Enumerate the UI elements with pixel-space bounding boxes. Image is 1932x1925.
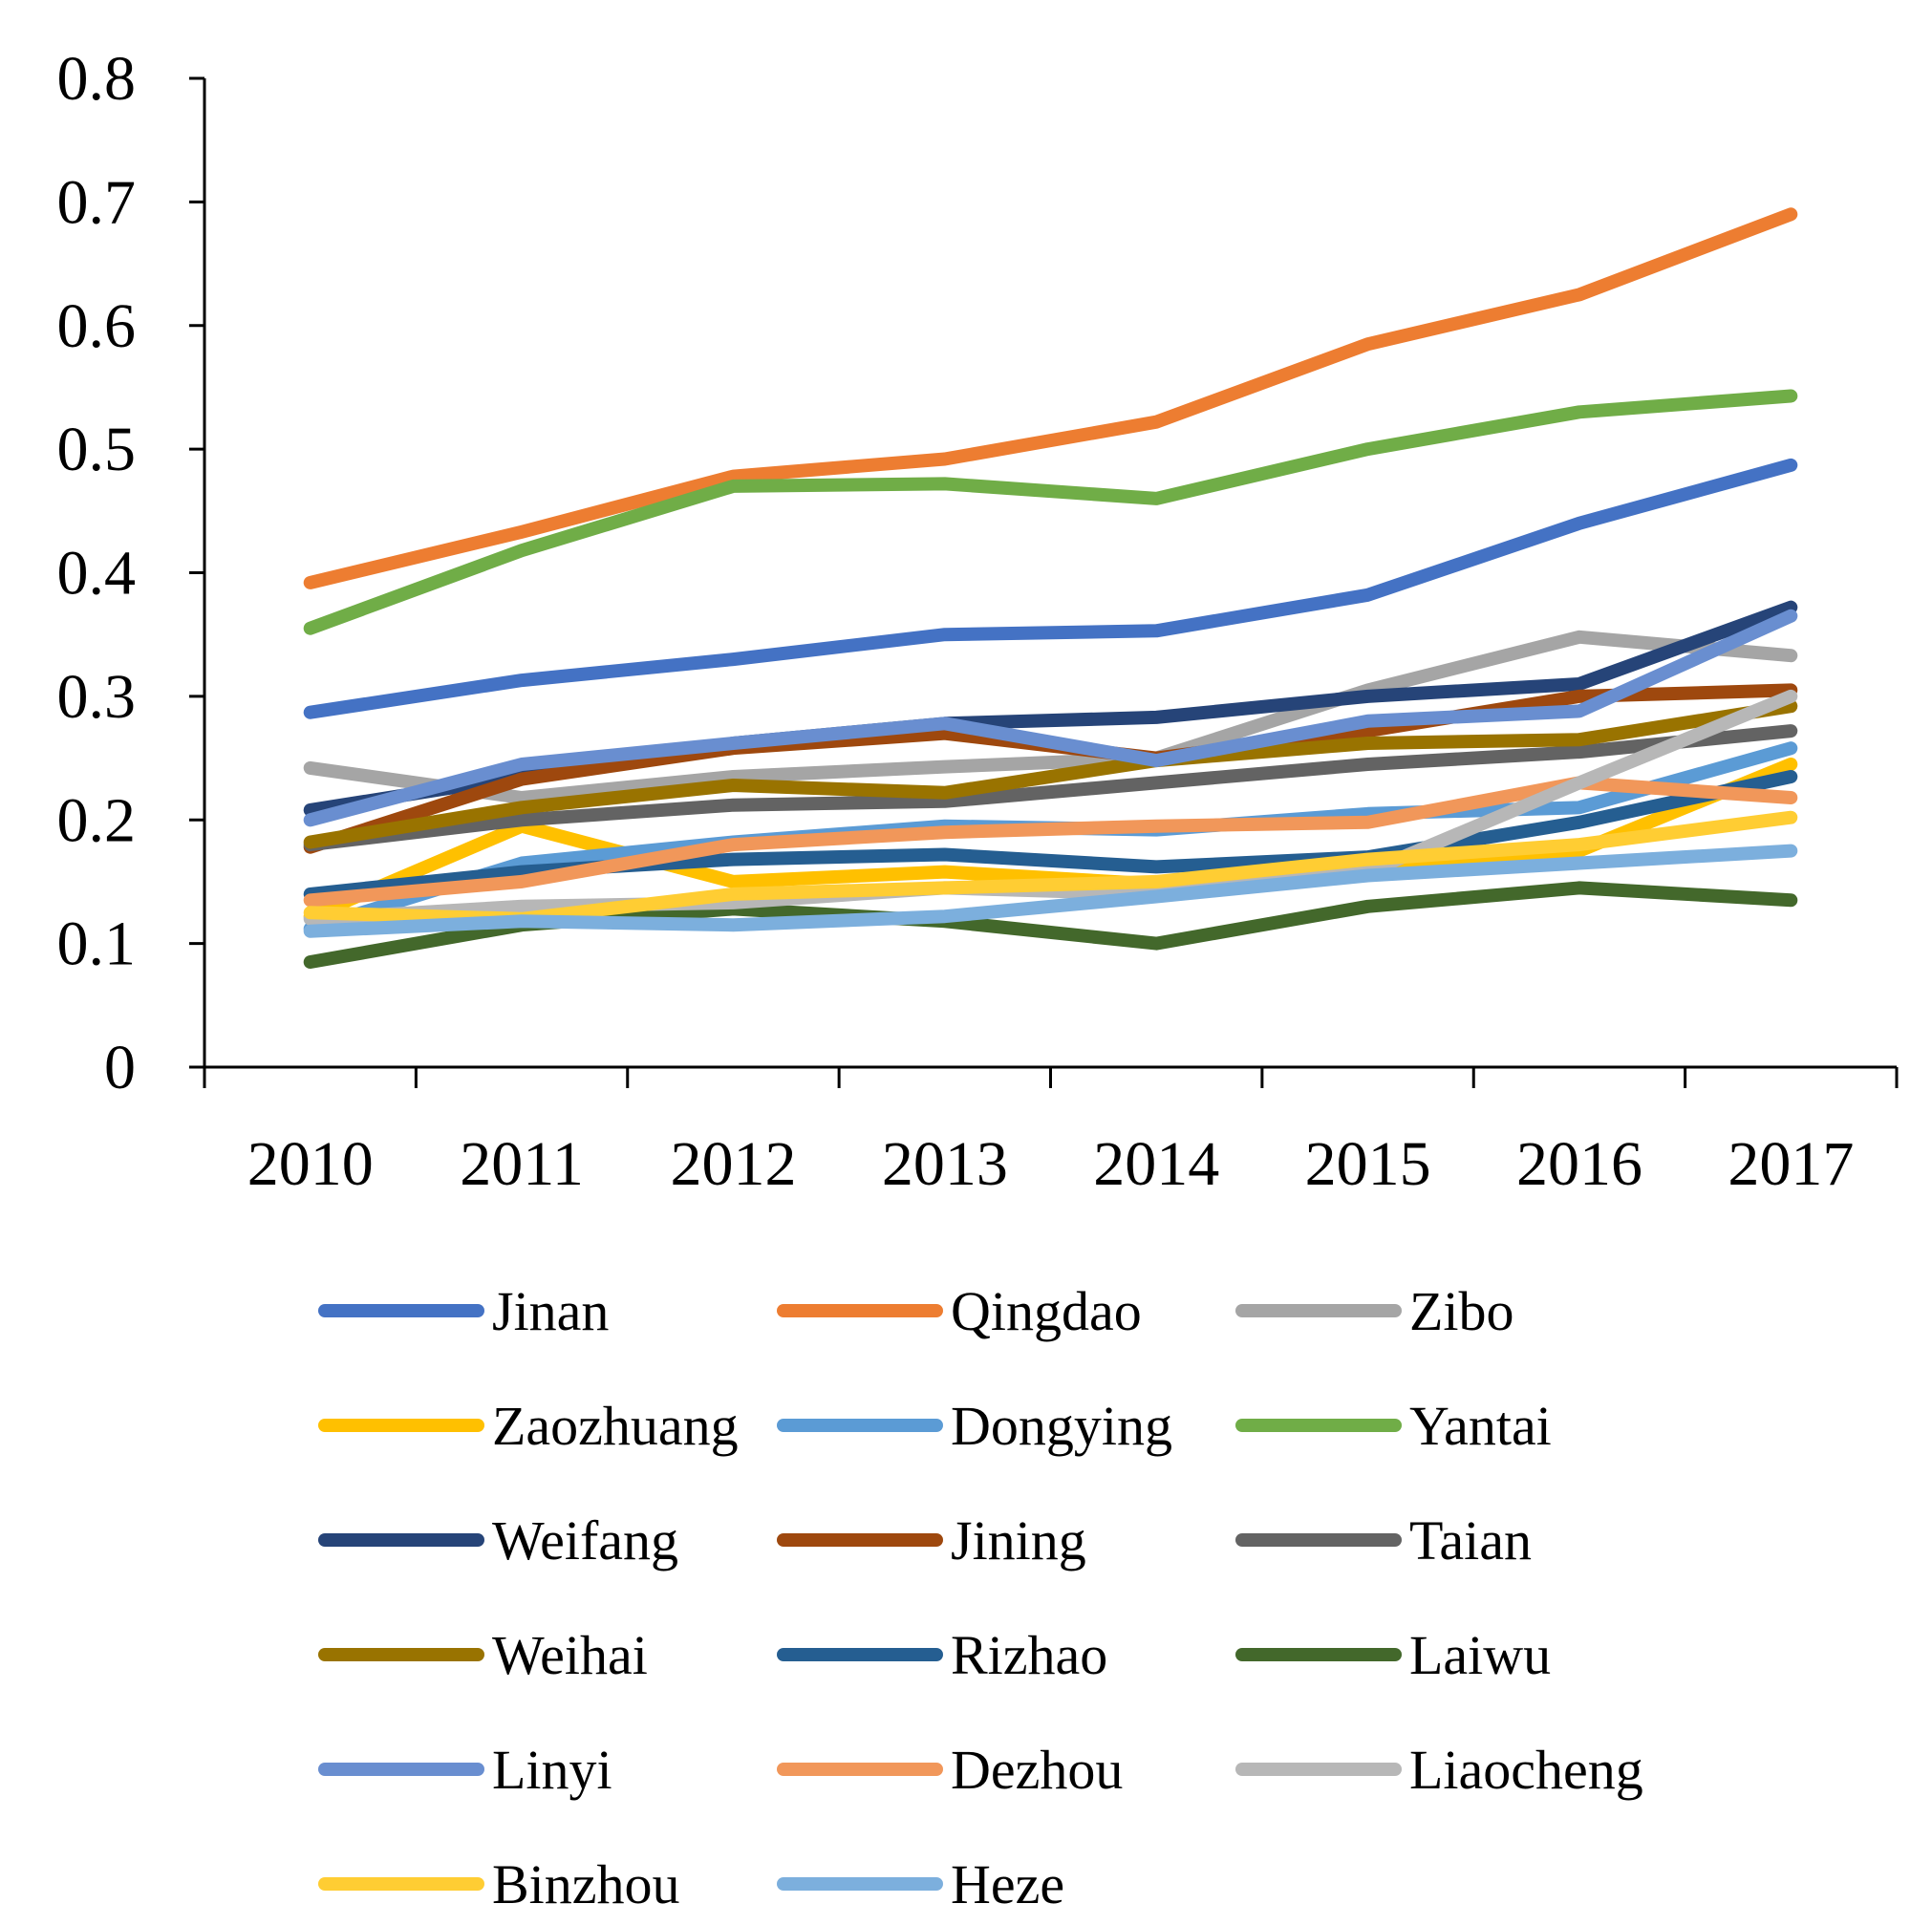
- x-tick-label: 2012: [670, 1129, 796, 1199]
- legend-label-laiwu: Laiwu: [1409, 1624, 1551, 1686]
- legend-label-zibo: Zibo: [1409, 1280, 1514, 1342]
- legend-label-jinan: Jinan: [492, 1280, 609, 1342]
- legend-label-zaozhuang: Zaozhuang: [492, 1395, 739, 1457]
- legend-label-linyi: Linyi: [492, 1739, 612, 1801]
- series-line-weihai: [303, 699, 1798, 849]
- series-line-taian: [303, 724, 1798, 852]
- series-line-yantai: [303, 389, 1798, 635]
- legend-label-taian: Taian: [1409, 1509, 1532, 1572]
- legend-label-dezhou: Dezhou: [951, 1739, 1123, 1801]
- legend-label-jining: Jining: [951, 1509, 1086, 1572]
- y-axis-ticks: 0 0.1 0.2 0.3 0.4 0.5 0.6 0.7 0.8: [57, 44, 204, 1102]
- y-tick-label: 0.5: [57, 415, 137, 484]
- y-tick-label: 0.2: [57, 785, 137, 855]
- x-axis-ticks: 2010 2011 2012 2013 2014 2015 2016 2017: [203, 1067, 1899, 1199]
- legend-label-liaocheng: Liaocheng: [1409, 1739, 1643, 1801]
- series-line-dezhou: [303, 776, 1798, 908]
- y-tick-label: 0.3: [57, 662, 137, 732]
- y-tick-label: 0.1: [57, 909, 137, 979]
- x-tick-label: 2017: [1728, 1129, 1854, 1199]
- y-tick-label: 0.4: [57, 539, 137, 609]
- y-tick-label: 0.7: [57, 167, 137, 237]
- legend-label-yantai: Yantai: [1409, 1395, 1552, 1457]
- y-tick-label: 0.8: [57, 44, 137, 114]
- legend-label-weihai: Weihai: [492, 1624, 648, 1686]
- legend-label-dongying: Dongying: [951, 1395, 1172, 1457]
- x-tick-label: 2014: [1093, 1129, 1219, 1199]
- series-lines: [303, 207, 1798, 969]
- x-tick-label: 2011: [460, 1129, 584, 1199]
- legend-label-qingdao: Qingdao: [951, 1280, 1142, 1342]
- y-tick-label: 0: [104, 1033, 136, 1102]
- x-tick-label: 2010: [247, 1129, 374, 1199]
- legend-label-binzhou: Binzhou: [492, 1853, 680, 1915]
- series-line-linyi: [303, 609, 1798, 827]
- x-tick-label: 2016: [1516, 1129, 1642, 1199]
- legend: Jinan Qingdao Zibo Zaozhuang Dongying Yantai W…: [318, 1280, 1643, 1915]
- legend-label-weifang: Weifang: [492, 1509, 678, 1572]
- x-tick-label: 2015: [1305, 1129, 1431, 1199]
- series-line-heze: [303, 844, 1798, 938]
- legend-label-heze: Heze: [951, 1853, 1064, 1915]
- series-line-binzhou: [303, 810, 1798, 926]
- series-line-zibo: [303, 630, 1798, 804]
- y-tick-label: 0.6: [57, 291, 137, 361]
- x-tick-label: 2013: [882, 1129, 1008, 1199]
- series-line-jinan: [303, 458, 1798, 719]
- legend-label-rizhao: Rizhao: [951, 1624, 1107, 1686]
- series-line-qingdao: [303, 207, 1798, 589]
